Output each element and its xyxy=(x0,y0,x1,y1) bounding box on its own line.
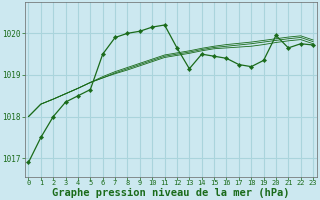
X-axis label: Graphe pression niveau de la mer (hPa): Graphe pression niveau de la mer (hPa) xyxy=(52,188,290,198)
